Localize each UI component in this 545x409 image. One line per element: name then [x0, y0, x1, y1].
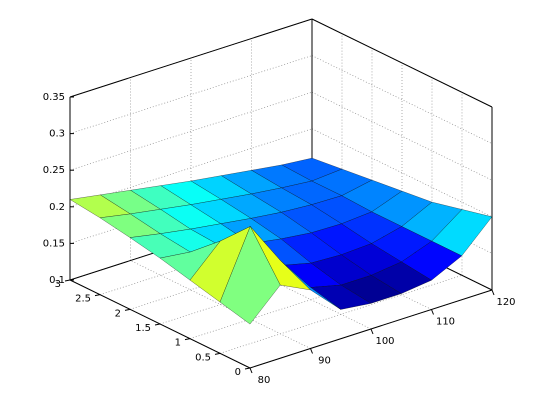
- box-edge: [69, 18, 313, 98]
- x-tick-label: 100: [375, 336, 394, 347]
- y-tick: [124, 308, 131, 311]
- x-tick-label: 110: [436, 317, 455, 328]
- x-tick: [370, 328, 374, 335]
- z-tick-label: 0.2: [49, 202, 65, 213]
- x-tick-label: 80: [258, 375, 271, 386]
- z-tick-label: 0.3: [49, 129, 65, 140]
- grid-line: [219, 275, 463, 354]
- grid-line: [69, 55, 313, 134]
- z-tick-label: 0.25: [43, 165, 65, 176]
- x-tick: [249, 367, 253, 374]
- z-tick-label: 0.35: [43, 92, 65, 103]
- grid-line: [129, 231, 373, 310]
- grid-line: [311, 55, 493, 144]
- y-tick: [244, 367, 251, 370]
- y-tick-label: 2: [115, 308, 121, 319]
- box-edge: [311, 18, 493, 108]
- y-tick: [214, 352, 221, 355]
- surface-patch: [219, 226, 281, 325]
- grid-line: [311, 91, 493, 181]
- x-tick-label: 120: [496, 297, 515, 308]
- y-tick: [184, 338, 191, 341]
- grid-line: [189, 260, 433, 339]
- x-tick: [491, 289, 495, 296]
- y-tick-label: 0.5: [195, 352, 211, 363]
- x-tick: [431, 309, 434, 315]
- grid-line: [251, 221, 432, 310]
- y-tick-label: 1: [175, 338, 181, 349]
- x-tick: [310, 348, 313, 354]
- grid-line: [159, 245, 403, 325]
- grid-line: [99, 216, 343, 295]
- y-tick: [64, 279, 71, 282]
- y-tick-label: 0: [235, 367, 241, 378]
- grid-line: [69, 165, 313, 244]
- z-tick-label: 0.1: [49, 275, 65, 286]
- y-tick-label: 1.5: [135, 323, 151, 334]
- y-tick: [154, 323, 161, 326]
- y-tick-label: 2.5: [75, 294, 91, 305]
- y-tick: [94, 294, 101, 297]
- y-tick-label: 3: [55, 279, 61, 290]
- x-tick-label: 90: [318, 356, 331, 367]
- grid-line: [311, 128, 493, 218]
- z-tick-label: 0.15: [43, 238, 65, 249]
- grid-line: [69, 91, 313, 171]
- grid-line: [190, 240, 372, 330]
